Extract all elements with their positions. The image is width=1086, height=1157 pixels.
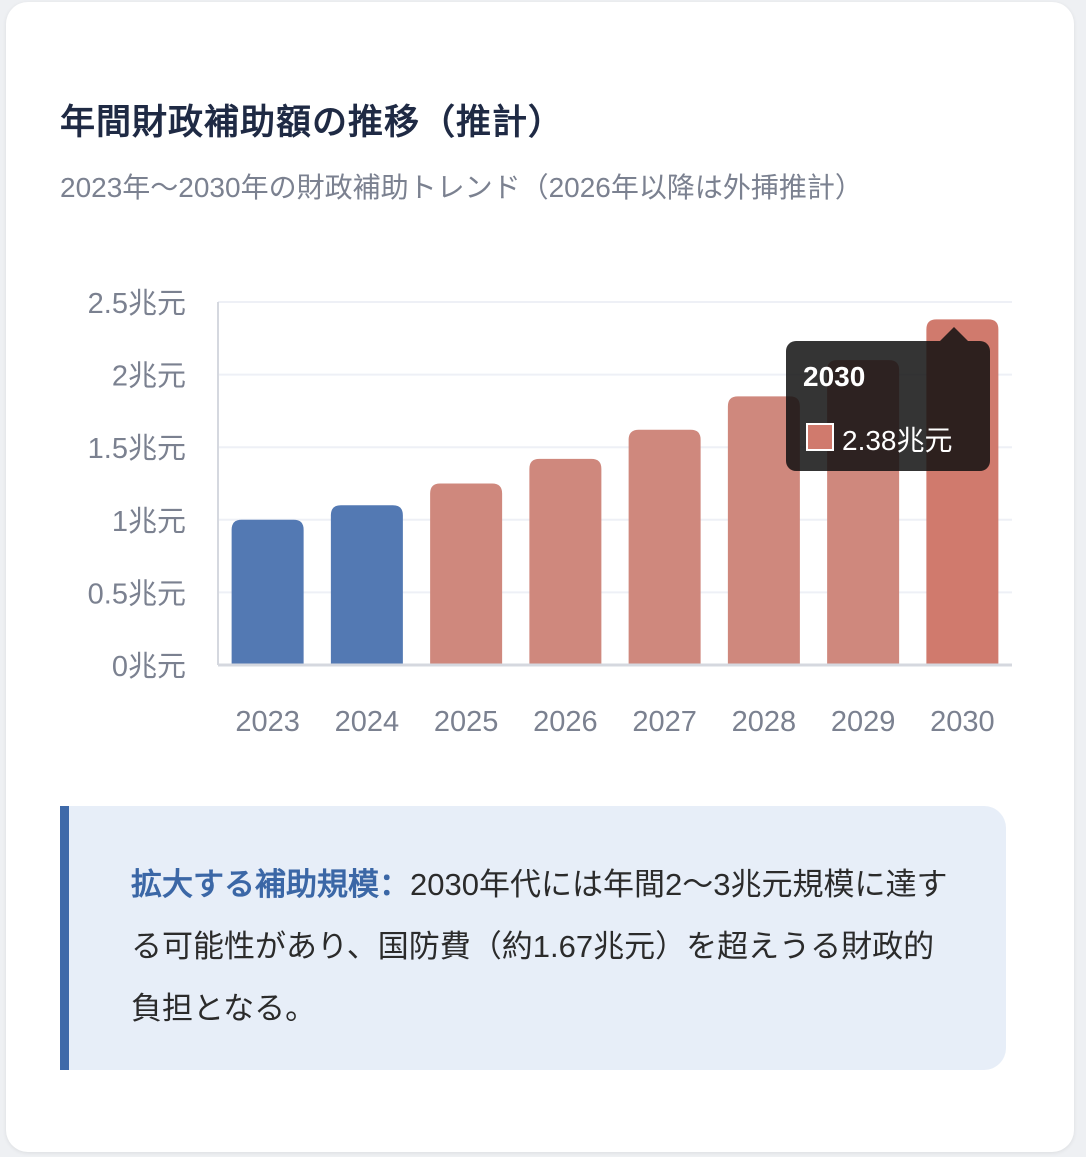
x-tick-label: 2023 bbox=[235, 706, 300, 738]
x-tick-label: 2029 bbox=[831, 706, 896, 738]
bar-2025 bbox=[430, 483, 503, 665]
chart-subtitle: 2023年～2030年の財政補助トレンド（2026年以降は外挿推計） bbox=[60, 172, 863, 203]
x-tick-label: 2028 bbox=[732, 706, 797, 738]
bar-tooltip: 2030 2.38兆元 bbox=[786, 327, 990, 471]
y-tick-label: 0.5兆元 bbox=[88, 578, 186, 610]
x-tick-label: 2025 bbox=[434, 706, 499, 738]
x-tick-label: 2027 bbox=[632, 706, 697, 738]
note-text-block: 拡大する補助規模：2030年代には年間2～3兆元規模に達する可能性があり、国防費… bbox=[131, 854, 961, 1040]
y-axis-ticks: 0兆元 0.5兆元 1兆元 1.5兆元 2兆元 2.5兆元 bbox=[88, 288, 186, 683]
y-tick-label: 1.5兆元 bbox=[88, 433, 186, 465]
y-tick-label: 0兆元 bbox=[112, 651, 186, 683]
note-label: 拡大する補助規模： bbox=[131, 867, 410, 902]
insight-note: 拡大する補助規模：2030年代には年間2～3兆元規模に達する可能性があり、国防費… bbox=[60, 806, 1006, 1070]
tooltip-title: 2030 bbox=[803, 361, 866, 392]
y-tick-label: 2兆元 bbox=[112, 361, 186, 393]
note-body: 2030年代には年間2～3兆元規模に達する可能性があり、国防費（約1.67兆元）… bbox=[131, 867, 948, 1026]
chart-title: 年間財政補助額の推移（推計） bbox=[60, 103, 565, 142]
bar-2024 bbox=[330, 505, 403, 665]
x-tick-label: 2026 bbox=[533, 706, 598, 738]
y-tick-label: 1兆元 bbox=[112, 506, 186, 538]
x-tick-label: 2024 bbox=[335, 706, 400, 738]
x-tick-label: 2030 bbox=[930, 706, 995, 738]
tooltip-value: 2.38兆元 bbox=[842, 425, 953, 456]
y-tick-label: 2.5兆元 bbox=[88, 288, 186, 320]
x-axis-ticks: 2023 2024 2025 2026 2027 2028 2029 2030 bbox=[235, 706, 994, 738]
bar-2026 bbox=[529, 458, 602, 665]
bar-2028 bbox=[727, 396, 800, 665]
bar-2023 bbox=[231, 519, 304, 665]
tooltip-color-swatch bbox=[806, 423, 834, 451]
bar-2027 bbox=[628, 429, 701, 665]
axes bbox=[217, 302, 1012, 667]
